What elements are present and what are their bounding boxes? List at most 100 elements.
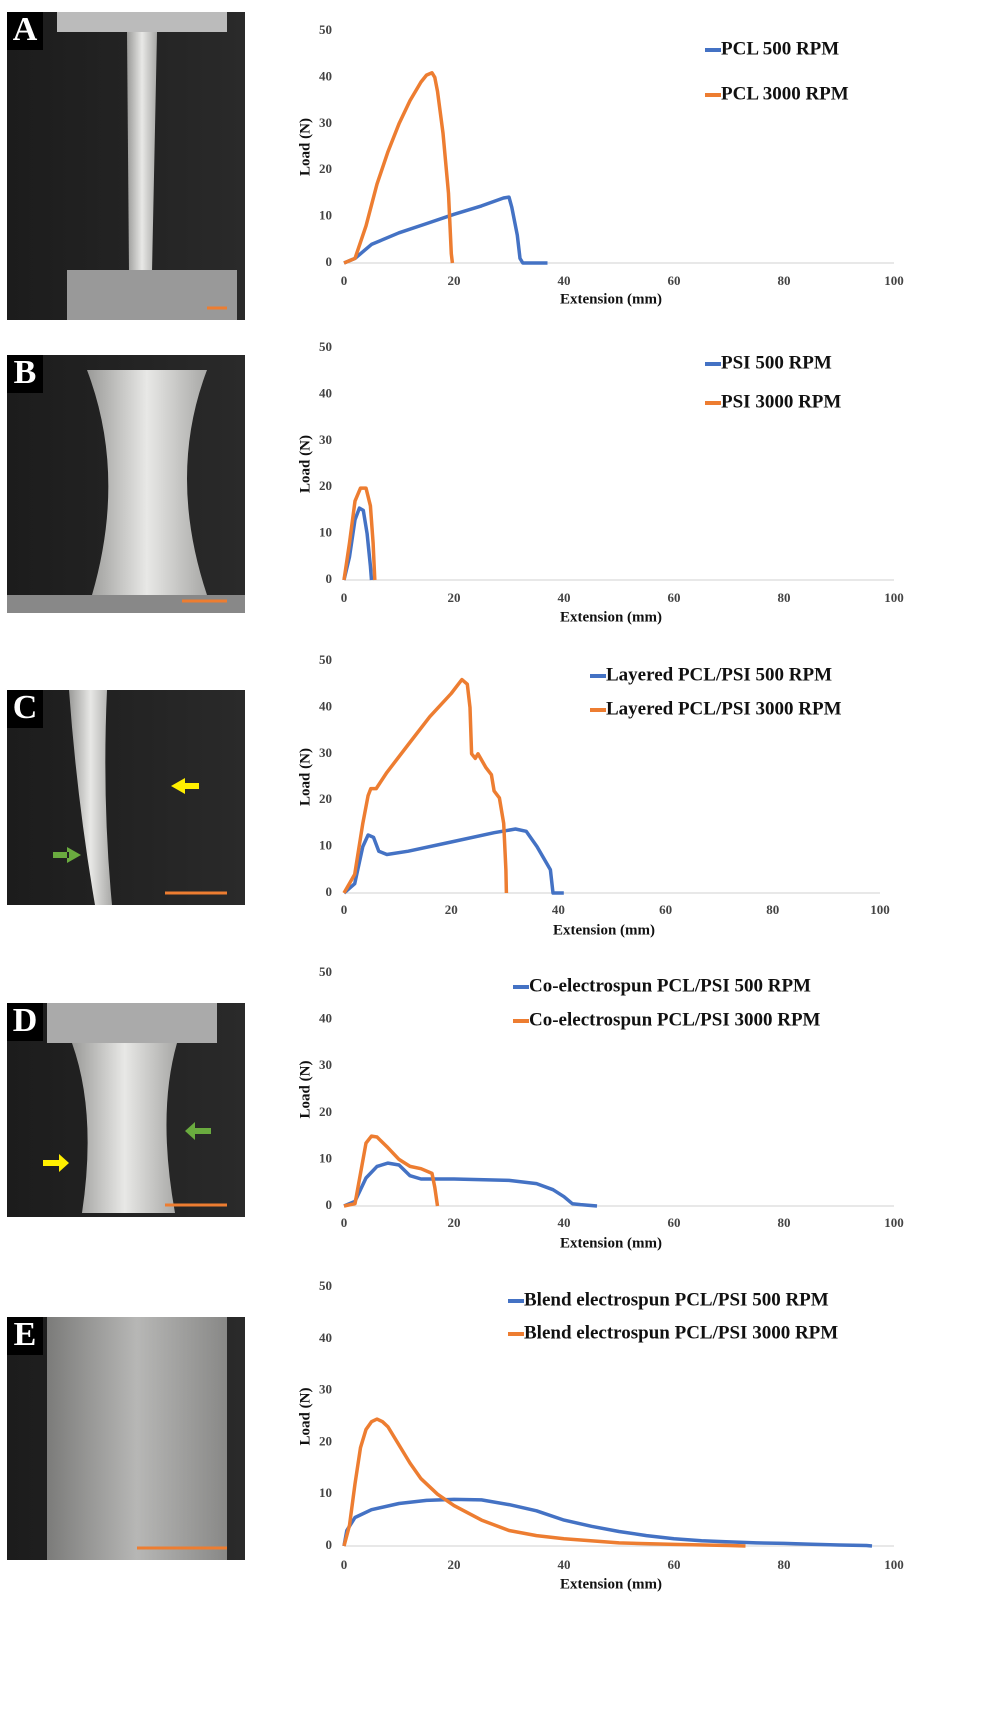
specimen — [72, 1043, 177, 1213]
photo: A — [7, 11, 245, 320]
x-tick-label: 0 — [341, 1557, 348, 1572]
y-tick-label: 50 — [319, 652, 332, 667]
y-axis-title: Load (N) — [297, 118, 313, 176]
x-tick-label: 100 — [884, 273, 904, 288]
x-tick-label: 100 — [884, 1215, 904, 1230]
y-tick-label: 50 — [319, 1278, 332, 1293]
panel-label: D — [13, 1002, 38, 1039]
legend-label: Co-electrospun PCL/PSI 3000 RPM — [529, 1009, 821, 1030]
y-tick-label: 20 — [319, 1104, 332, 1119]
x-tick-label: 80 — [778, 1557, 791, 1572]
x-tick-label: 20 — [448, 273, 461, 288]
x-tick-label: 40 — [558, 590, 571, 605]
panel-label-box — [7, 355, 43, 393]
panel-label-box — [7, 1317, 43, 1355]
legend-label: Layered PCL/PSI 3000 RPM — [606, 698, 842, 719]
series-line — [342, 677, 509, 894]
legend-label: PCL 3000 RPM — [721, 83, 849, 104]
panel-label: A — [13, 11, 38, 48]
arrow — [43, 1154, 69, 1172]
y-axis-title: Load (N) — [297, 1061, 313, 1119]
x-tick-label: 20 — [448, 590, 461, 605]
series-line — [342, 1417, 746, 1548]
x-tick-label: 60 — [668, 1557, 681, 1572]
x-axis-title: Extension (mm) — [560, 291, 662, 307]
y-axis-title: Load (N) — [297, 1388, 313, 1446]
series-line — [342, 506, 374, 581]
series-line — [343, 1161, 598, 1208]
y-tick-label: 0 — [326, 1537, 333, 1552]
y-tick-label: 50 — [319, 339, 332, 354]
arrow — [53, 847, 81, 863]
x-tick-label: 20 — [445, 902, 458, 917]
x-tick-label: 0 — [341, 273, 348, 288]
y-tick-label: 0 — [326, 571, 333, 586]
series-line — [343, 1134, 440, 1208]
x-tick-label: 40 — [558, 1557, 571, 1572]
x-tick-label: 60 — [668, 590, 681, 605]
y-tick-label: 10 — [319, 1485, 332, 1500]
panel-label-box — [7, 690, 43, 728]
clamp — [57, 12, 227, 32]
y-tick-label: 40 — [319, 385, 332, 400]
x-tick-label: 80 — [778, 273, 791, 288]
series-line — [342, 486, 377, 581]
legend-label: PCL 500 RPM — [721, 38, 839, 59]
photo: D — [7, 1002, 245, 1217]
legend-label: PSI 3000 RPM — [721, 391, 841, 412]
y-tick-label: 30 — [319, 745, 332, 760]
arrow — [185, 1122, 211, 1140]
x-tick-label: 60 — [668, 273, 681, 288]
x-tick-label: 60 — [659, 902, 672, 917]
x-tick-label: 20 — [448, 1215, 461, 1230]
y-tick-label: 10 — [319, 1150, 332, 1165]
specimen — [127, 32, 157, 272]
legend-label: Co-electrospun PCL/PSI 500 RPM — [529, 975, 811, 996]
series-line — [342, 827, 564, 895]
panel-label: B — [14, 354, 37, 391]
legend-label: Blend electrospun PCL/PSI 3000 RPM — [524, 1322, 838, 1343]
legend-label: Blend electrospun PCL/PSI 500 RPM — [524, 1289, 829, 1310]
series-line — [342, 1497, 873, 1548]
y-tick-label: 20 — [319, 1433, 332, 1448]
y-tick-label: 40 — [319, 698, 332, 713]
x-tick-label: 40 — [552, 902, 565, 917]
y-tick-label: 10 — [319, 525, 332, 540]
photo: C — [7, 689, 245, 905]
clamp — [67, 270, 237, 320]
x-tick-label: 0 — [341, 902, 348, 917]
x-tick-label: 0 — [341, 1215, 348, 1230]
y-tick-label: 30 — [319, 1382, 332, 1397]
y-tick-label: 40 — [319, 68, 332, 83]
y-tick-label: 10 — [319, 838, 332, 853]
panel-label: E — [14, 1316, 37, 1353]
specimen — [47, 1317, 227, 1560]
y-tick-label: 20 — [319, 161, 332, 176]
x-tick-label: 40 — [558, 273, 571, 288]
x-tick-label: 20 — [448, 1557, 461, 1572]
series-line — [343, 195, 548, 265]
y-axis-title: Load (N) — [297, 435, 313, 493]
x-axis-title: Extension (mm) — [560, 609, 662, 625]
x-tick-label: 40 — [558, 1215, 571, 1230]
x-axis-title: Extension (mm) — [560, 1576, 662, 1592]
y-tick-label: 20 — [319, 478, 332, 493]
photo-background — [7, 690, 245, 905]
panel-label-box — [7, 1003, 43, 1041]
y-tick-label: 0 — [326, 254, 333, 269]
arrow — [171, 778, 199, 794]
x-tick-label: 0 — [341, 590, 348, 605]
y-tick-label: 30 — [319, 115, 332, 130]
panel-label-box — [7, 12, 43, 50]
y-tick-label: 50 — [319, 964, 332, 979]
legend-label: Layered PCL/PSI 500 RPM — [606, 664, 832, 685]
y-axis-title: Load (N) — [297, 748, 313, 806]
clamp — [47, 1003, 217, 1043]
x-tick-label: 100 — [884, 590, 904, 605]
x-tick-label: 60 — [668, 1215, 681, 1230]
panel-label: C — [13, 689, 38, 726]
y-tick-label: 30 — [319, 1057, 332, 1072]
y-tick-label: 20 — [319, 791, 332, 806]
x-tick-label: 80 — [778, 1215, 791, 1230]
